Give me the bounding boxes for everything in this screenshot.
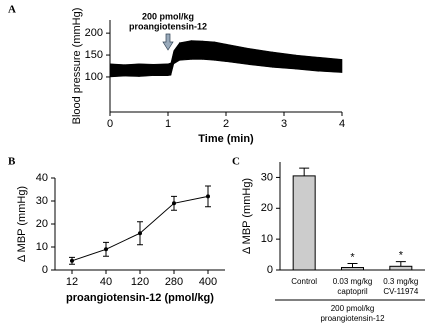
point bbox=[172, 201, 176, 206]
pressure-band bbox=[272, 51, 296, 70]
y-tick-label: 10 bbox=[36, 241, 48, 253]
x-tick-label: 0.3 mg/kg bbox=[383, 277, 418, 286]
x-axis-label: proangiotensin-12 (pmol/kg) bbox=[66, 292, 214, 304]
x-tick-label: 0 bbox=[107, 118, 113, 130]
significance: * bbox=[399, 250, 404, 262]
pressure-band bbox=[248, 48, 273, 68]
panel-letter: A bbox=[8, 4, 16, 16]
pressure-band bbox=[214, 41, 227, 62]
x-tick-label: 1 bbox=[165, 118, 171, 130]
pressure-band bbox=[124, 63, 140, 77]
pressure-band bbox=[295, 54, 320, 72]
x-tick-label: 12 bbox=[66, 276, 78, 288]
x-tick-label: 2 bbox=[223, 118, 229, 130]
pressure-band bbox=[190, 40, 204, 60]
x-axis-label: Time (min) bbox=[198, 133, 254, 145]
panel-letter: B bbox=[8, 156, 16, 168]
point bbox=[70, 258, 74, 263]
x-tick-label: 40 bbox=[100, 276, 112, 288]
pressure-band bbox=[167, 62, 172, 76]
point bbox=[104, 247, 108, 252]
annotation: 200 pmol/kg bbox=[142, 11, 194, 21]
y-tick-label: 100 bbox=[85, 71, 103, 83]
x-tick-label: 400 bbox=[199, 276, 217, 288]
pressure-band bbox=[202, 40, 215, 61]
annotation: proangiotensin-12 bbox=[129, 21, 207, 31]
pressure-band bbox=[225, 43, 250, 66]
pressure-band bbox=[138, 63, 154, 77]
error-bar bbox=[395, 261, 406, 267]
x-tick-label: 4 bbox=[339, 118, 345, 130]
bar bbox=[341, 267, 364, 271]
x-tick-label: 0.03 mg/kg bbox=[333, 277, 373, 286]
y-tick-label: 30 bbox=[261, 171, 273, 183]
y-tick-label: 20 bbox=[261, 202, 273, 214]
y-tick-label: 150 bbox=[85, 49, 103, 61]
pressure-band bbox=[153, 63, 169, 76]
bar bbox=[292, 175, 316, 271]
error-bar bbox=[299, 167, 310, 176]
point bbox=[206, 194, 210, 199]
pressure-band bbox=[109, 63, 125, 78]
x-tick-label: captopril bbox=[337, 287, 367, 296]
y-tick-label: 10 bbox=[261, 233, 273, 245]
y-tick-label: 30 bbox=[36, 195, 48, 207]
x-tick-label: 120 bbox=[131, 276, 149, 288]
y-tick-label: 40 bbox=[36, 172, 48, 184]
point bbox=[138, 231, 142, 236]
x-tick-label: 3 bbox=[281, 118, 287, 130]
pressure-band bbox=[179, 40, 192, 61]
y-tick-label: 0 bbox=[42, 264, 48, 276]
panel-letter: C bbox=[232, 156, 240, 168]
x-tick-label: CV-11974 bbox=[383, 287, 419, 296]
x-tick-label: 280 bbox=[165, 276, 183, 288]
pressure-band bbox=[170, 50, 175, 76]
y-axis-label: Blood pressure (mmHg) bbox=[71, 8, 83, 125]
y-axis-label: Δ MBP (mmHg) bbox=[241, 178, 253, 254]
group-label: proangiotensin-12 bbox=[320, 314, 385, 323]
bar bbox=[389, 265, 413, 271]
pressure-band bbox=[173, 41, 180, 65]
y-axis-label: Δ MBP (mmHg) bbox=[16, 186, 28, 262]
significance: * bbox=[350, 251, 355, 263]
y-tick-label: 20 bbox=[36, 218, 48, 230]
arrow bbox=[162, 33, 174, 51]
pressure-band bbox=[318, 56, 343, 73]
x-tick-label: Control bbox=[291, 277, 317, 286]
group-label: 200 pmol/kg bbox=[331, 304, 375, 313]
error-bar bbox=[347, 263, 358, 268]
y-tick-label: 0 bbox=[267, 264, 273, 276]
y-tick-label: 200 bbox=[85, 27, 103, 39]
